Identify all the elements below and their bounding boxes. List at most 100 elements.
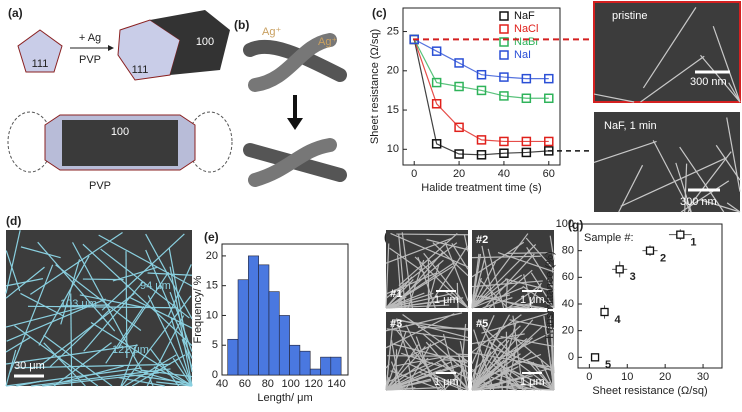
micrograph [594,112,740,212]
nanowire [60,259,81,325]
nanowire [525,359,555,391]
capping: PVP [79,54,101,66]
nanowire [490,376,536,391]
image-label: 30 μm [14,360,45,372]
nanowire [471,341,502,391]
x-tick-label: 100 [282,378,300,390]
nanowire [507,348,517,388]
image-label: pristine [612,10,647,22]
nanowire [385,361,452,391]
y-tick-label: 5 [212,339,218,351]
x-tick-label: 0 [586,371,592,383]
nanowire [156,381,193,387]
nanowire [459,341,469,382]
nanowire [471,366,519,391]
plot-frame [402,7,561,166]
nanowire [518,387,555,391]
marker [454,81,464,92]
nanowire [620,157,727,207]
nanowire [552,267,555,309]
nanowire [684,163,688,213]
nanowire [15,363,171,369]
image-label: 300 nm [690,76,727,88]
bar [227,338,239,376]
nanowire [385,272,437,295]
legend-marker [499,11,509,21]
nanowire [5,230,21,294]
nanowire [512,370,555,391]
nanowire [530,272,555,309]
nanowire [37,241,116,332]
point-label: 4 [615,314,622,326]
y-tick-label: 10 [387,143,399,155]
nanowire [471,354,504,391]
nanowire [386,328,469,341]
nanowire [456,282,459,309]
image-label: 300 nm [680,196,717,208]
nanowire [728,82,741,103]
y-tick-label: 15 [206,280,218,292]
x-tick-label: 20 [453,168,465,180]
nanowire [79,294,147,309]
image-label: 1 μm [520,376,545,388]
nanowire [471,351,492,391]
nanowire [488,269,533,309]
nanowire [642,7,697,89]
nanowire [455,353,469,356]
y-axis-label: Sheet resistance (Ω/sq) [369,29,381,144]
nanowire [488,340,555,391]
x-tick-label: 140 [327,378,345,390]
bar [248,255,259,376]
image-label: 1 μm [434,294,459,306]
image-label: #1 [390,288,402,300]
nanowire [90,321,193,387]
marker [590,353,600,362]
nanowire [118,376,165,387]
marker [544,93,554,104]
nanowire [131,354,186,387]
nanowire [712,26,741,103]
nanowire [385,346,426,391]
nanowire [385,369,442,391]
nanowire [481,313,549,334]
marker [431,99,442,109]
marker [454,58,464,68]
x-tick-label: 120 [304,378,322,390]
marker [521,136,532,147]
marker [521,147,532,158]
nanowire [98,234,193,287]
nanowire [172,357,193,387]
nanowire [5,336,31,353]
marker [431,46,442,56]
nanowire [476,342,555,372]
x-tick-label: 60 [543,168,555,180]
nanowire [471,241,525,278]
nanowire [5,250,21,292]
nanowire [509,319,555,330]
nanowire [14,325,99,387]
image-label: 103 μm [60,298,97,310]
series-line [413,39,549,143]
micrographs: pristine 300 nm NaF, 1 min 300 nm 103 μm 94 μ… [5,1,741,391]
nanowire [407,337,446,358]
nanowire [483,382,518,391]
y-tick-label: 20 [562,325,574,337]
nanowire [385,344,420,391]
marker [544,136,554,147]
nanowire [407,364,414,391]
legend-marker [499,24,509,34]
legend-label: NaF [514,10,535,22]
nanowire [443,289,469,309]
point-label: 1 [690,237,696,249]
image-label: #5 [476,318,488,330]
nanowire [513,336,555,371]
marker [544,73,554,84]
nanowire [385,378,432,391]
y-tick-label: 20 [387,65,399,77]
nanowire [385,355,450,391]
nanowire [726,117,741,192]
nanowire [471,278,508,309]
point-label: 2 [660,253,666,265]
nanowire [544,321,555,391]
nanowire [715,144,741,181]
